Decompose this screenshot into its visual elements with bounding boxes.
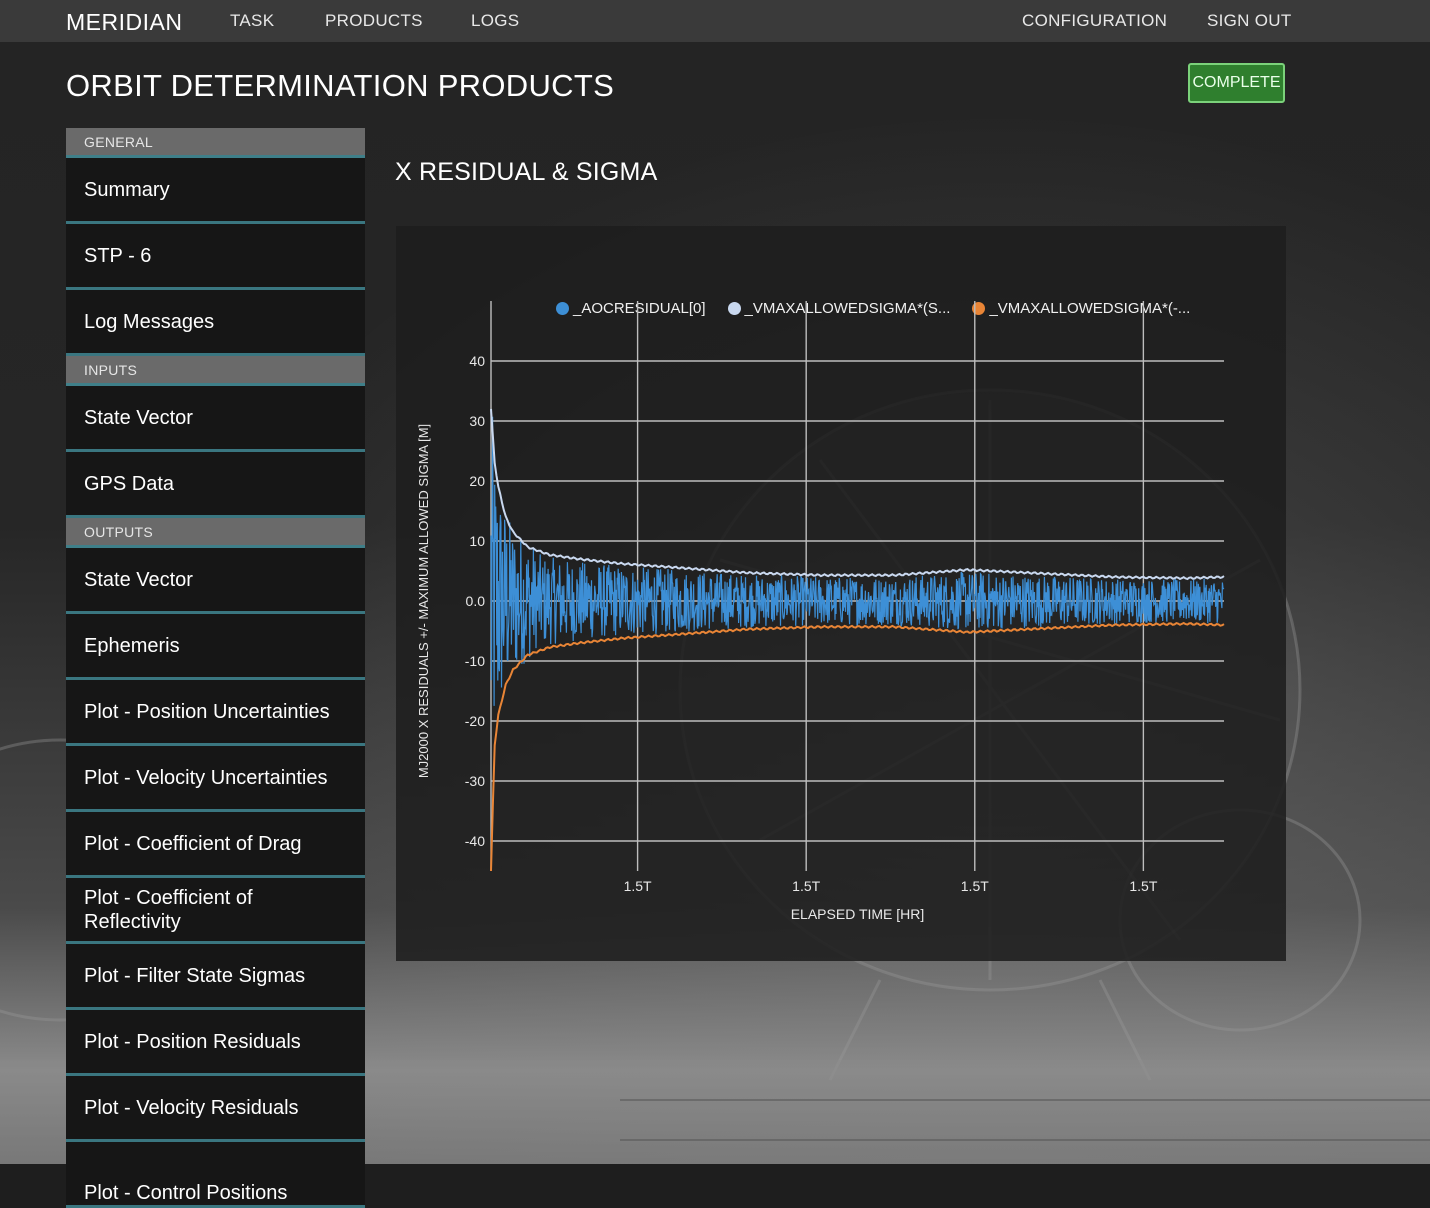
legend-dot-sigma-minus bbox=[972, 302, 986, 315]
sidebar-item-position-residuals[interactable]: Plot - Position Residuals bbox=[66, 1010, 365, 1076]
sidebar-header-inputs: INPUTS bbox=[66, 356, 365, 386]
chart-heading: X RESIDUAL & SIGMA bbox=[395, 158, 658, 186]
y-tick-label: 30 bbox=[469, 413, 485, 429]
y-tick-label: -40 bbox=[465, 833, 485, 849]
sidebar-item-ephemeris[interactable]: Ephemeris bbox=[66, 614, 365, 680]
page-title: ORBIT DETERMINATION PRODUCTS bbox=[66, 68, 615, 103]
nav-link-products[interactable]: PRODUCTS bbox=[325, 11, 423, 30]
x-tick-label: 1.5T bbox=[1129, 878, 1157, 894]
y-tick-label: 0.0 bbox=[466, 593, 486, 609]
y-tick-label: -20 bbox=[465, 713, 485, 729]
legend-label-residual: _AOCRESIDUAL[0] bbox=[573, 300, 706, 317]
nav-link-configuration[interactable]: CONFIGURATION bbox=[1022, 11, 1168, 30]
nav-link-task[interactable]: TASK bbox=[230, 11, 275, 30]
y-tick-label: 40 bbox=[469, 353, 485, 369]
sidebar-item-position-uncertainties[interactable]: Plot - Position Uncertainties bbox=[66, 680, 365, 746]
nav-link-logs[interactable]: LOGS bbox=[471, 11, 520, 30]
x-tick-label: 1.5T bbox=[792, 878, 820, 894]
sidebar-item-input-state-vector[interactable]: State Vector bbox=[66, 386, 365, 452]
sidebar-item-gps-data[interactable]: GPS Data bbox=[66, 452, 365, 518]
sidebar-item-output-state-vector[interactable]: State Vector bbox=[66, 548, 365, 614]
sidebar-item-coefficient-of-reflectivity[interactable]: Plot - Coefficient of Reflectivity bbox=[66, 878, 365, 944]
sidebar-item-velocity-uncertainties[interactable]: Plot - Velocity Uncertainties bbox=[66, 746, 365, 812]
status-badge: COMPLETE bbox=[1188, 63, 1285, 103]
sidebar-header-general: GENERAL bbox=[66, 128, 365, 158]
series-sigma-plus-line bbox=[490, 408, 1225, 581]
legend-label-sigma-plus: _VMAXALLOWEDSIGMA*(S... bbox=[744, 300, 951, 317]
y-tick-label: 10 bbox=[469, 533, 485, 549]
legend-dot-residual bbox=[556, 302, 569, 315]
legend-item-residual[interactable]: _AOCRESIDUAL[0] bbox=[556, 300, 706, 317]
legend-dot-sigma-plus bbox=[727, 302, 741, 315]
brand-logo[interactable]: MERIDIAN bbox=[66, 9, 183, 35]
chart-legend: _AOCRESIDUAL[0] _VMAXALLOWEDSIGMA*(S... … bbox=[556, 300, 1190, 317]
chart-plot-area[interactable]: 40 30 20 10 0.0 -10 -20 -30 -40 1.5T 1.5T 1.5T 1.5T E… bbox=[396, 226, 1286, 961]
x-tick-label: 1.5T bbox=[961, 878, 989, 894]
sidebar-header-outputs: OUTPUTS bbox=[66, 518, 365, 548]
sidebar: GENERAL Summary STP - 6 Log Messages INP… bbox=[66, 128, 365, 1208]
sidebar-item-control-positions[interactable]: Plot - Control Positions bbox=[66, 1142, 365, 1208]
legend-label-sigma-minus: _VMAXALLOWEDSIGMA*(-... bbox=[989, 300, 1191, 317]
legend-item-sigma-minus[interactable]: _VMAXALLOWEDSIGMA*(-... bbox=[972, 300, 1190, 317]
sidebar-item-summary[interactable]: Summary bbox=[66, 158, 365, 224]
y-axis-label: MJ2000 X RESIDUALS +/- MAXIMUM ALLOWED S… bbox=[416, 424, 431, 778]
nav-link-sign-out[interactable]: SIGN OUT bbox=[1207, 11, 1292, 30]
sidebar-item-coefficient-of-drag[interactable]: Plot - Coefficient of Drag bbox=[66, 812, 365, 878]
chart-panel: _AOCRESIDUAL[0] _VMAXALLOWEDSIGMA*(S... … bbox=[396, 226, 1286, 961]
sidebar-item-stp-6[interactable]: STP - 6 bbox=[66, 224, 365, 290]
x-tick-label: 1.5T bbox=[624, 878, 652, 894]
y-tick-label: -10 bbox=[465, 653, 485, 669]
y-tick-label: -30 bbox=[465, 773, 485, 789]
legend-item-sigma-plus[interactable]: _VMAXALLOWEDSIGMA*(S... bbox=[727, 300, 951, 317]
sidebar-item-filter-state-sigmas[interactable]: Plot - Filter State Sigmas bbox=[66, 944, 365, 1010]
series-sigma-minus-line bbox=[490, 621, 1225, 872]
top-nav-bar: MERIDIAN TASK PRODUCTS LOGS CONFIGURATIO… bbox=[0, 0, 1430, 42]
sidebar-item-log-messages[interactable]: Log Messages bbox=[66, 290, 365, 356]
sidebar-item-velocity-residuals[interactable]: Plot - Velocity Residuals bbox=[66, 1076, 365, 1142]
y-tick-label: 20 bbox=[469, 473, 485, 489]
x-axis-label: ELAPSED TIME [HR] bbox=[791, 906, 925, 922]
